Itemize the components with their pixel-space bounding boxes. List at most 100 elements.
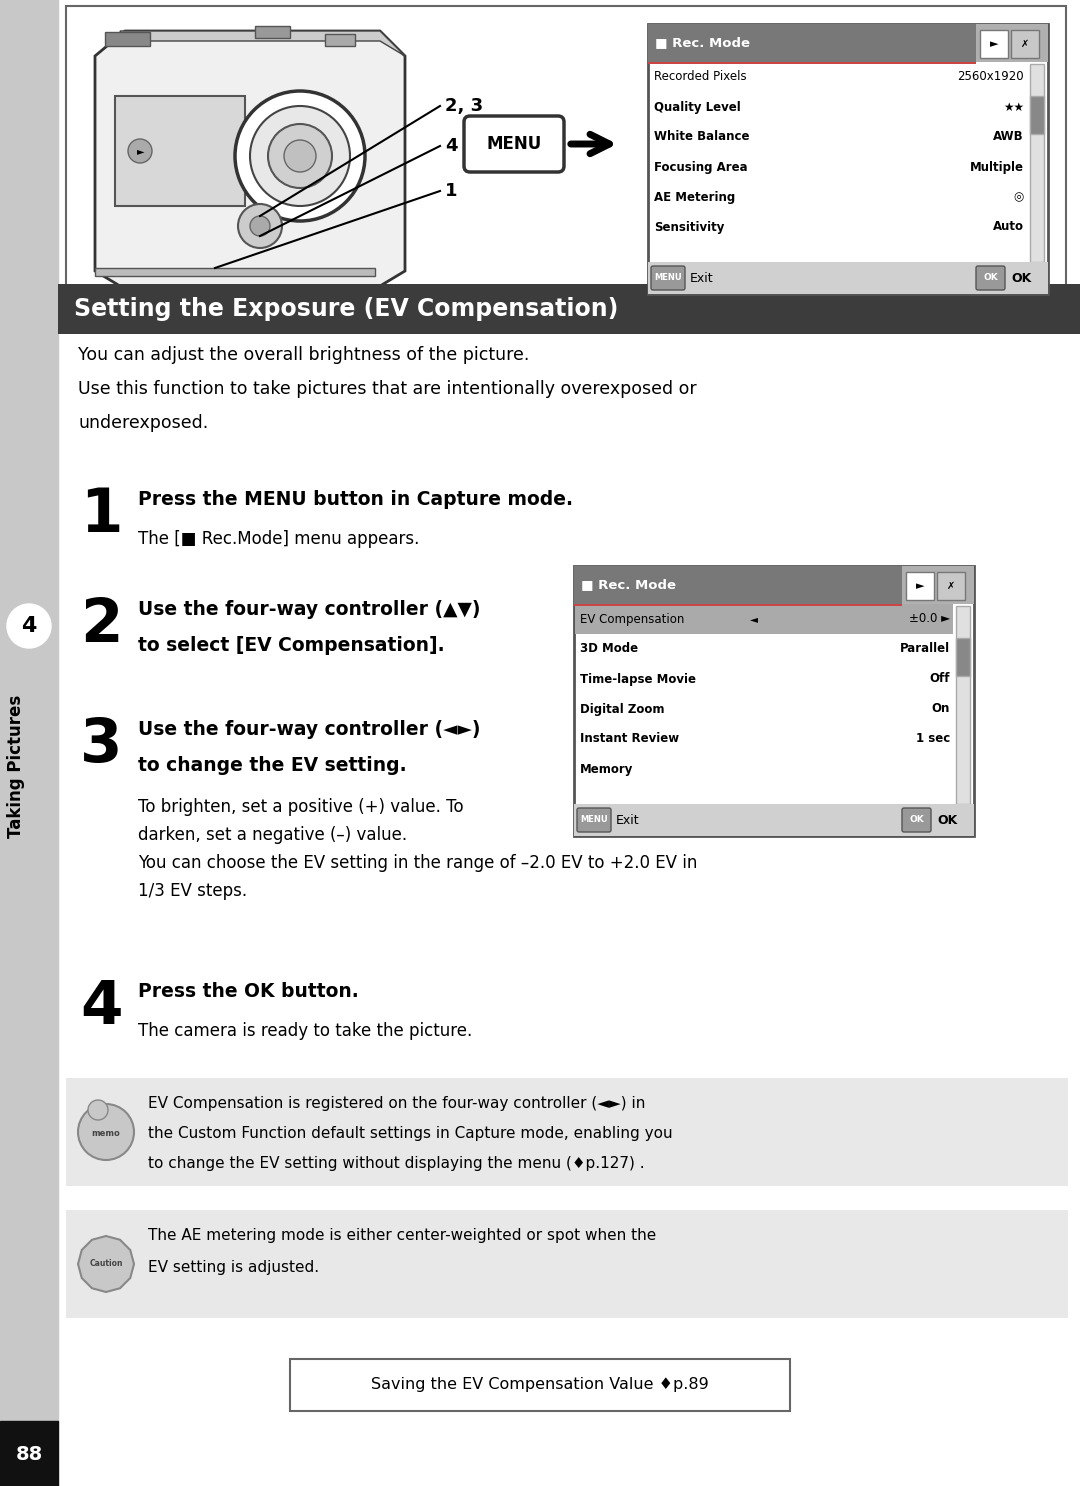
Bar: [956, 637, 970, 676]
FancyBboxPatch shape: [577, 808, 611, 832]
Bar: [648, 24, 976, 62]
Text: Digital Zoom: Digital Zoom: [580, 703, 664, 715]
Text: Caution: Caution: [90, 1260, 123, 1269]
Text: Exit: Exit: [616, 813, 639, 826]
Bar: [66, 1077, 1068, 1186]
Text: Press the MENU button in Capture mode.: Press the MENU button in Capture mode.: [138, 490, 573, 510]
Text: Parallel: Parallel: [900, 642, 950, 655]
Text: ★★: ★★: [1003, 101, 1024, 113]
Circle shape: [249, 215, 270, 236]
Bar: [648, 24, 1048, 294]
Text: ±0.0 ►: ±0.0 ►: [909, 612, 950, 626]
Text: Press the OK button.: Press the OK button.: [138, 982, 359, 1002]
Text: Time-lapse Movie: Time-lapse Movie: [580, 673, 696, 685]
Text: EV setting is adjusted.: EV setting is adjusted.: [148, 1260, 319, 1275]
Text: The camera is ready to take the picture.: The camera is ready to take the picture.: [138, 1022, 472, 1040]
Bar: [1030, 97, 1044, 134]
Circle shape: [235, 91, 365, 221]
Text: ✗: ✗: [947, 581, 955, 591]
Text: Multiple: Multiple: [970, 160, 1024, 174]
Bar: [980, 30, 1008, 58]
Bar: [58, 284, 1080, 334]
Text: OK: OK: [937, 813, 957, 826]
Circle shape: [284, 140, 316, 172]
Text: Recorded Pixels: Recorded Pixels: [654, 70, 746, 83]
Circle shape: [129, 140, 152, 163]
Text: 3D Mode: 3D Mode: [580, 642, 638, 655]
Bar: [573, 566, 974, 837]
Text: Memory: Memory: [580, 762, 633, 776]
Bar: [937, 572, 966, 600]
Bar: [575, 603, 953, 635]
Text: 2560x1920: 2560x1920: [957, 70, 1024, 83]
Text: The [■ Rec.Mode] menu appears.: The [■ Rec.Mode] menu appears.: [138, 531, 419, 548]
Bar: [573, 566, 974, 603]
Bar: [573, 566, 902, 603]
FancyBboxPatch shape: [651, 266, 685, 290]
Bar: [0, 0, 58, 1421]
Text: the Custom Function default settings in Capture mode, enabling you: the Custom Function default settings in …: [148, 1126, 673, 1141]
Bar: [105, 33, 150, 46]
Bar: [66, 1210, 1068, 1318]
Text: darken, set a negative (–) value.: darken, set a negative (–) value.: [138, 826, 407, 844]
Text: ✗: ✗: [1021, 39, 1029, 49]
Text: Saving the EV Compensation Value ♦p.89: Saving the EV Compensation Value ♦p.89: [372, 1378, 708, 1392]
Polygon shape: [95, 31, 405, 285]
Text: Sensitivity: Sensitivity: [654, 220, 725, 233]
Text: 1/3 EV steps.: 1/3 EV steps.: [138, 883, 247, 901]
Text: OK: OK: [984, 273, 998, 282]
Text: White Balance: White Balance: [654, 131, 750, 144]
Text: AWB: AWB: [994, 131, 1024, 144]
Text: 2, 3: 2, 3: [445, 97, 483, 114]
Text: 88: 88: [15, 1444, 42, 1464]
Bar: [255, 25, 291, 39]
Text: EV Compensation is registered on the four-way controller (◄►) in: EV Compensation is registered on the fou…: [148, 1097, 646, 1112]
Circle shape: [78, 1104, 134, 1161]
FancyBboxPatch shape: [464, 116, 564, 172]
Bar: [648, 262, 1048, 294]
Text: Use the four-way controller (◄►): Use the four-way controller (◄►): [138, 721, 481, 739]
Bar: [0, 1421, 58, 1486]
Bar: [1011, 30, 1039, 58]
Circle shape: [238, 204, 282, 248]
Text: You can adjust the overall brightness of the picture.: You can adjust the overall brightness of…: [78, 346, 529, 364]
Bar: [66, 6, 1066, 302]
Text: 1: 1: [445, 181, 458, 201]
Bar: [291, 1360, 789, 1412]
Text: 4: 4: [80, 978, 122, 1037]
Text: memo: memo: [92, 1129, 120, 1138]
Circle shape: [268, 123, 332, 189]
Bar: [1030, 64, 1044, 262]
Text: ►: ►: [137, 146, 145, 156]
Text: OK: OK: [1011, 272, 1031, 284]
Text: MENU: MENU: [486, 135, 542, 153]
Text: 4: 4: [22, 617, 37, 636]
Text: underexposed.: underexposed.: [78, 415, 208, 432]
Text: Auto: Auto: [993, 220, 1024, 233]
Bar: [906, 572, 934, 600]
Bar: [648, 24, 1048, 62]
Text: 1 sec: 1 sec: [916, 733, 950, 746]
Bar: [956, 606, 970, 804]
Text: ■ Rec. Mode: ■ Rec. Mode: [581, 578, 676, 591]
Bar: [573, 804, 974, 837]
Text: Off: Off: [930, 673, 950, 685]
Text: 2: 2: [80, 596, 123, 655]
Text: ◎: ◎: [1014, 190, 1024, 204]
Text: Quality Level: Quality Level: [654, 101, 741, 113]
Text: On: On: [932, 703, 950, 715]
Text: Exit: Exit: [690, 272, 714, 284]
Text: Taking Pictures: Taking Pictures: [6, 694, 25, 838]
Text: To brighten, set a positive (+) value. To: To brighten, set a positive (+) value. T…: [138, 798, 463, 816]
Circle shape: [6, 603, 51, 648]
Text: 4: 4: [445, 137, 458, 155]
Bar: [114, 97, 245, 207]
Text: to select [EV Compensation].: to select [EV Compensation].: [138, 636, 445, 655]
Circle shape: [249, 106, 350, 207]
Text: EV Compensation: EV Compensation: [580, 612, 685, 626]
Text: 1: 1: [80, 486, 122, 545]
Text: OK: OK: [909, 816, 924, 825]
Text: AE Metering: AE Metering: [654, 190, 735, 204]
Text: ◄: ◄: [750, 614, 758, 624]
Bar: [573, 603, 902, 606]
